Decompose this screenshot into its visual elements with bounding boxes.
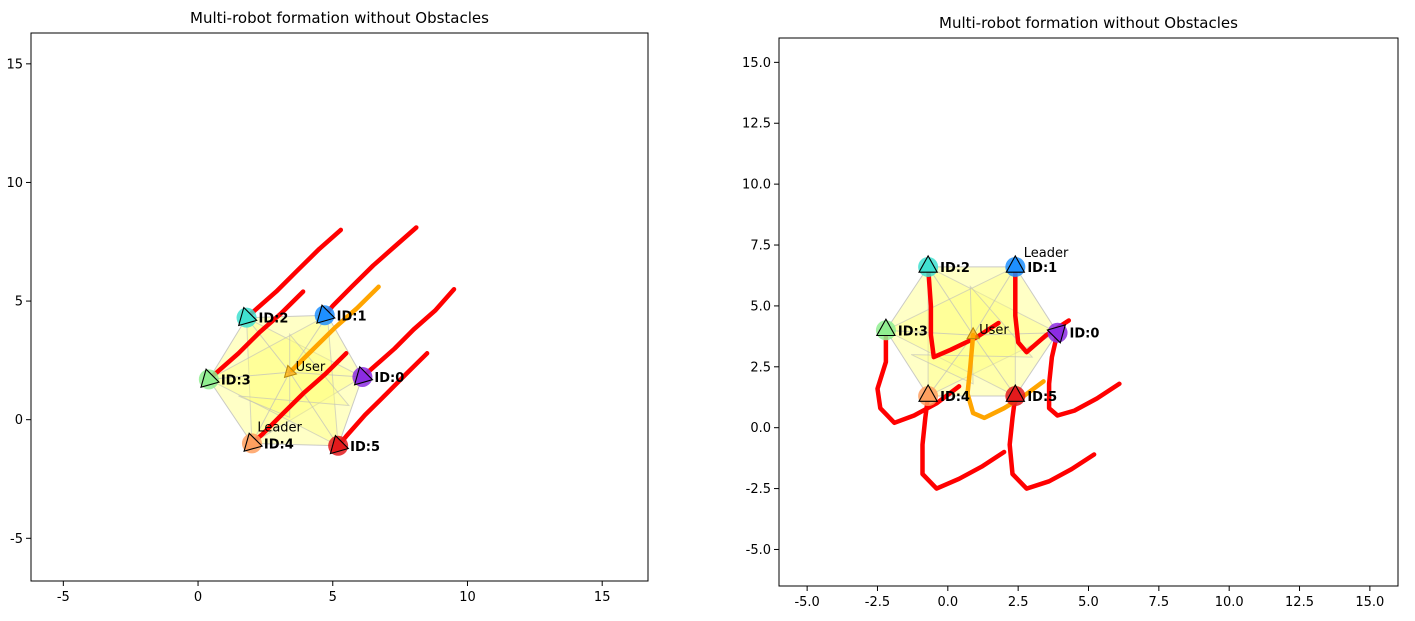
- robot-path-0: [1046, 330, 1122, 418]
- y-tick-label: 10.0: [742, 178, 771, 193]
- robot-path-1: [1013, 264, 1072, 355]
- y-tick-label: 5.0: [750, 299, 771, 314]
- formation-spoke-4: [251, 372, 291, 444]
- formation-spoke-3: [208, 371, 290, 380]
- formation-spoke-1: [972, 266, 1016, 336]
- y-tick-label: 2.5: [750, 360, 771, 375]
- y-tick-label: 0: [15, 413, 23, 428]
- axes-frame: [30, 32, 649, 582]
- robot-path-2: [244, 227, 344, 320]
- robot-heading-4: [243, 432, 264, 452]
- robot-label-1: ID:1: [337, 309, 367, 324]
- robot-path-4: [249, 351, 349, 446]
- formation-spoke-2: [246, 317, 291, 373]
- robot-path-5: [335, 351, 430, 449]
- robot-label-2: ID:2: [940, 261, 970, 276]
- leader-label: Leader: [257, 421, 302, 436]
- formation-inner: [238, 332, 351, 419]
- axes-frame: [778, 37, 1399, 587]
- robot-label-1: ID:1: [1027, 261, 1057, 276]
- x-tick-label: 2.5: [1008, 595, 1029, 610]
- y-tick-label: 10: [6, 176, 23, 191]
- robot-label-0: ID:0: [374, 371, 404, 386]
- x-tick-label: -5: [57, 590, 70, 605]
- robot-path-3: [206, 289, 306, 382]
- robot-label-3: ID:3: [898, 324, 928, 339]
- robot-heading-0: [353, 365, 374, 386]
- robot-heading-2: [237, 306, 258, 327]
- y-tick-label: 15.0: [742, 56, 771, 71]
- chart-panel-0: Multi-robot formation without Obstacles I…: [6, 9, 649, 605]
- x-tick-label: -5.0: [794, 595, 819, 610]
- robot-path-1: [322, 225, 419, 318]
- y-tick-label: -2.5: [746, 482, 771, 497]
- x-tick-label: 5.0: [1078, 595, 1099, 610]
- robot-path-3: [875, 328, 962, 426]
- user-marker: [966, 326, 981, 340]
- robot-label-0: ID:0: [1070, 327, 1100, 342]
- robot-heading-4: [918, 383, 939, 402]
- robot-path-0: [360, 286, 457, 380]
- x-tick-label: 7.5: [1148, 595, 1169, 610]
- y-tick-label: 0.0: [750, 421, 771, 436]
- x-tick-label: 0.0: [937, 595, 958, 610]
- robot-label-3: ID:3: [221, 373, 251, 388]
- x-tick-label: -2.5: [865, 595, 890, 610]
- y-tick-label: 12.5: [742, 117, 771, 132]
- x-tick-label: 10: [459, 590, 476, 605]
- robot-heading-5: [329, 434, 350, 455]
- robot-label-4: ID:4: [264, 437, 294, 452]
- robot-heading-1: [316, 304, 336, 324]
- x-tick-label: 15.0: [1355, 595, 1384, 610]
- robot-label-5: ID:5: [350, 440, 380, 455]
- chart-title: Multi-robot formation without Obstacles: [190, 9, 489, 27]
- robot-path-4: [920, 393, 1007, 491]
- formation-spoke-2: [927, 266, 974, 336]
- robot-label-5: ID:5: [1027, 390, 1057, 405]
- robot-heading-3: [200, 368, 221, 388]
- plot-area: ID:0 ID:1 ID:2 ID:3 ID:4 ID:5 User Leader: [198, 225, 457, 456]
- robot-label-4: ID:4: [940, 390, 970, 405]
- leader-label: Leader: [1024, 246, 1069, 261]
- plot-area: ID:0 ID:1 ID:2 ID:3 ID:4 ID:5 User Leader: [875, 246, 1122, 491]
- x-tick-label: 0: [194, 590, 202, 605]
- robot-heading-0: [1046, 324, 1067, 344]
- y-tick-label: -5: [10, 532, 23, 547]
- user-marker: [283, 364, 298, 379]
- user-label: User: [979, 323, 1009, 338]
- y-tick-label: -5.0: [746, 543, 771, 558]
- user-path: [290, 284, 381, 373]
- user-label: User: [296, 360, 326, 375]
- robot-heading-1: [1005, 254, 1026, 273]
- robot-path-5: [1007, 393, 1097, 491]
- robot-heading-2: [918, 254, 939, 273]
- chart-title: Multi-robot formation without Obstacles: [939, 14, 1238, 32]
- formation-triangle-a: [245, 316, 364, 445]
- robot-heading-3: [875, 318, 896, 337]
- x-tick-label: 10.0: [1215, 595, 1244, 610]
- robot-heading-5: [1005, 383, 1026, 402]
- formation-spoke-5: [289, 371, 339, 447]
- x-tick-label: 5: [329, 590, 337, 605]
- robot-label-2: ID:2: [259, 312, 289, 327]
- formation-spoke-4: [927, 334, 974, 397]
- formation-spoke-5: [972, 334, 1016, 397]
- chart-panel-1: Multi-robot formation without Obstacles I…: [742, 14, 1399, 610]
- x-tick-label: 12.5: [1285, 595, 1314, 610]
- x-tick-label: 15: [594, 590, 611, 605]
- y-tick-label: 15: [6, 57, 23, 72]
- y-tick-label: 7.5: [750, 239, 771, 254]
- formation-spoke-1: [289, 315, 328, 373]
- y-tick-label: 5: [15, 295, 23, 310]
